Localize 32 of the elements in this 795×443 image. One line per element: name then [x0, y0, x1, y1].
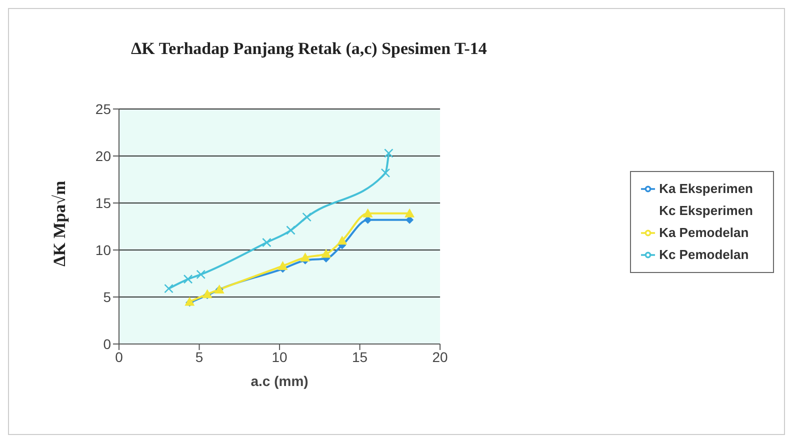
text: Kc Eksperimen	[659, 202, 753, 218]
y-tick-label: 15	[95, 194, 112, 211]
legend-label: Kc Pemodelan	[659, 246, 749, 262]
point	[302, 212, 312, 222]
point	[384, 148, 394, 158]
y-tick-label: 0	[103, 336, 112, 352]
point	[286, 226, 296, 235]
x-axis-title: a.c (mm)	[250, 373, 308, 389]
point	[164, 284, 174, 294]
legend-label: Ka Eksperimen	[659, 180, 753, 196]
point	[262, 238, 272, 248]
chart-title: ΔK Terhadap Panjang Retak (a,c) Spesimen T-14	[131, 39, 487, 59]
y-axis-title: ΔK Mpa√m	[50, 180, 70, 266]
x-tick-label: 10	[272, 348, 288, 365]
x-tick-label: 15	[352, 348, 368, 365]
point	[404, 208, 415, 218]
point	[321, 248, 332, 258]
point	[196, 270, 206, 280]
y-tick-label: 20	[95, 148, 112, 164]
x-tick-label: 20	[432, 348, 448, 365]
legend-label: Ka Pemodelan	[659, 224, 749, 240]
x-tick-label: 5	[195, 348, 204, 365]
point	[362, 208, 373, 218]
point	[380, 168, 390, 178]
y-tick-label: 5	[103, 288, 112, 305]
x-tick-label: 0	[115, 348, 124, 365]
point	[278, 260, 288, 270]
point	[183, 274, 193, 284]
y-tick-label: 10	[95, 242, 112, 258]
y-tick-label: 25	[95, 100, 112, 117]
point	[300, 252, 310, 262]
point	[337, 236, 348, 245]
